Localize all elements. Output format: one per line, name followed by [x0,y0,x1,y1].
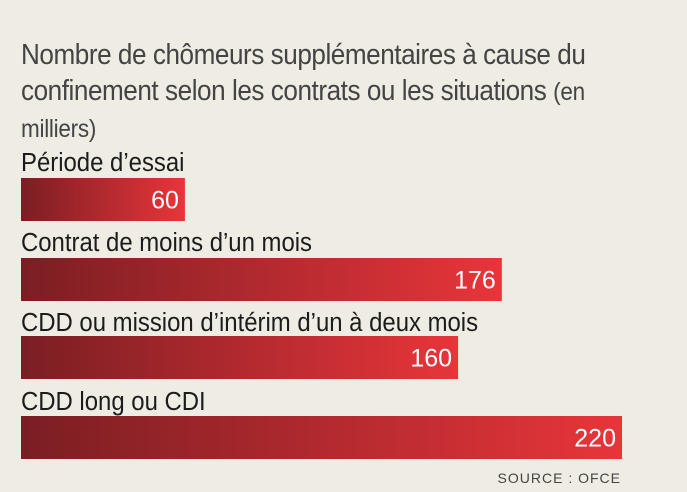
chart-title: Nombre de chômeurs supplémentaires à cau… [21,37,606,147]
chart-title-unit: (en milliers) [21,78,585,143]
bar [21,416,622,459]
category-label: CDD long ou CDI [21,387,206,416]
category-label: Contrat de moins d’un mois [21,228,312,257]
value-label: 176 [454,267,496,295]
bar [21,178,185,221]
bar [21,258,502,301]
value-label: 60 [151,187,179,215]
chart-title-main: Nombre de chômeurs supplémentaires à cau… [21,39,586,107]
bars-group: Période d’essai 60 Contrat de moins d’un m… [21,148,622,459]
value-label: 160 [410,345,452,373]
value-label: 220 [574,425,616,453]
bar [21,336,459,379]
category-label: Période d’essai [21,148,184,177]
category-label: CDD ou mission d’intérim d’un à deux moi… [21,308,478,337]
source-note: SOURCE : OFCE [497,470,621,486]
